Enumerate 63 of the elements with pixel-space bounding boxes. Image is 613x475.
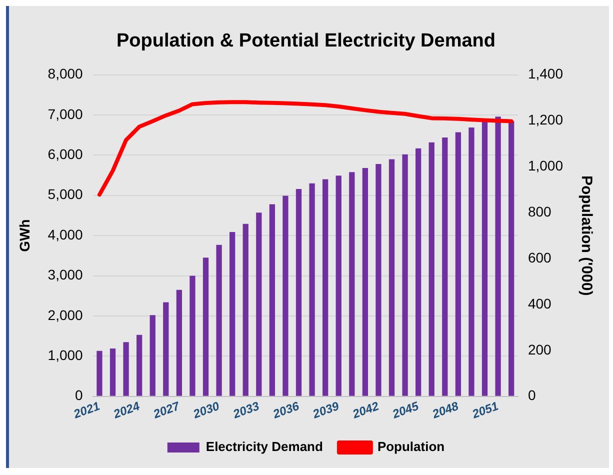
bar	[190, 276, 196, 396]
x-tick-label: 2030	[190, 398, 222, 422]
bar	[495, 116, 501, 396]
y-tick-label: 7,000	[48, 106, 84, 122]
x-tick-label: 2045	[390, 398, 421, 422]
y-tick-label: 1,000	[48, 347, 84, 364]
y-axis-title: GWh	[16, 219, 32, 252]
x-tick-label: 2027	[150, 398, 183, 422]
y-tick-label: 8,000	[48, 66, 84, 82]
bar	[163, 302, 169, 396]
bar	[123, 342, 129, 396]
x-tick-label: 2042	[350, 398, 381, 422]
bar	[482, 121, 488, 396]
y-tick-label: 2,000	[48, 306, 84, 323]
y-tick-label: 4,000	[48, 226, 84, 242]
x-tick-label: 2051	[469, 398, 500, 422]
x-tick-label: 2039	[310, 398, 342, 422]
y-tick-label: 5,000	[48, 186, 84, 202]
y2-tick-label: 1,000	[528, 158, 564, 174]
y2-tick-label: 400	[528, 295, 552, 312]
x-tick-label: 2036	[270, 398, 302, 422]
bar	[256, 212, 262, 396]
bar	[269, 204, 276, 396]
bar	[230, 232, 236, 396]
bar	[416, 148, 422, 396]
bar	[322, 179, 328, 396]
x-tick-label: 2048	[430, 398, 461, 422]
bar	[336, 176, 342, 396]
y2-tick-label: 200	[528, 341, 552, 358]
y-tick-label: 3,000	[48, 266, 84, 283]
bar	[442, 138, 448, 396]
bar	[176, 290, 182, 396]
bar	[362, 168, 368, 396]
y-tick-label: 6,000	[48, 146, 84, 162]
bar	[388, 159, 395, 396]
y2-tick-label: 0	[528, 387, 536, 404]
bar	[96, 350, 102, 396]
y2-tick-label: 800	[528, 203, 552, 220]
bar	[468, 127, 474, 396]
bar	[428, 142, 434, 396]
y2-axis-title: Population ('000)	[578, 175, 595, 296]
bar	[455, 132, 462, 396]
bar	[110, 348, 116, 396]
bar	[508, 121, 514, 396]
y2-tick-label: 1,200	[528, 112, 564, 128]
bar	[282, 196, 288, 396]
x-tick-label: 2033	[230, 398, 262, 422]
bar	[136, 334, 142, 396]
bar	[402, 154, 408, 396]
bar	[376, 164, 382, 396]
bar	[202, 258, 209, 396]
bar	[296, 188, 302, 396]
bar	[309, 183, 315, 396]
y2-tick-label: 600	[528, 249, 552, 266]
bar	[150, 315, 156, 396]
x-tick-label: 2024	[110, 398, 142, 422]
chart-title: Population & Potential Electricity Demand	[116, 30, 496, 52]
bar	[349, 172, 355, 396]
bar	[216, 244, 222, 396]
bar	[242, 224, 248, 396]
legend-label: Population	[377, 439, 445, 454]
y2-tick-label: 1,400	[528, 66, 564, 82]
legend-label: Electricity Demand	[206, 439, 323, 454]
